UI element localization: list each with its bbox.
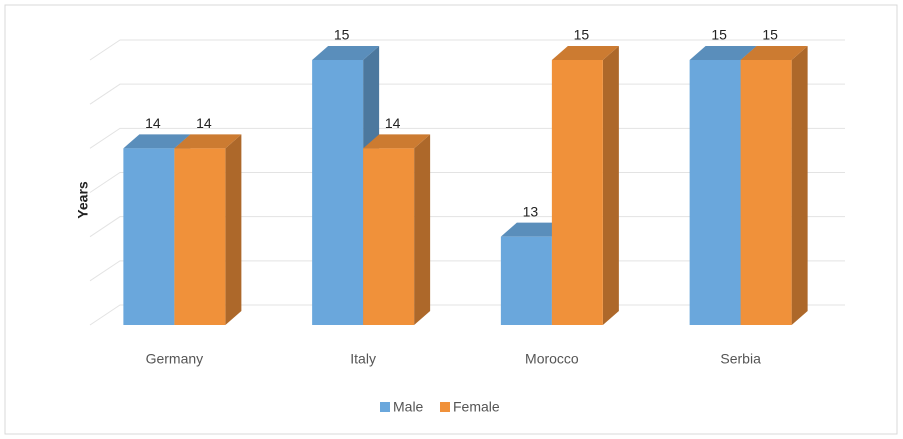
- data-label: 15: [574, 27, 590, 43]
- bar: [740, 60, 792, 325]
- data-label: 15: [334, 27, 350, 43]
- legend-swatch: [440, 402, 450, 412]
- bar-top: [363, 134, 431, 149]
- bar-top: [500, 222, 568, 237]
- bar: [123, 148, 175, 325]
- data-label: 14: [145, 115, 161, 131]
- bar: [363, 148, 415, 325]
- bar-side: [602, 46, 619, 325]
- x-tick-label: Serbia: [720, 351, 761, 367]
- legend-swatch: [380, 402, 390, 412]
- y-axis-title: Years: [75, 181, 91, 219]
- bar: [689, 60, 741, 325]
- bar-side: [791, 46, 808, 325]
- data-label: 14: [385, 115, 401, 131]
- bar: [551, 60, 603, 325]
- bar-side: [225, 134, 242, 325]
- legend-label: Male: [393, 399, 424, 415]
- bar: [312, 60, 364, 325]
- bar-top: [740, 46, 808, 60]
- legend-label: Female: [453, 399, 500, 415]
- bar-top: [312, 46, 380, 60]
- bar-top: [689, 46, 757, 60]
- data-label: 15: [711, 27, 727, 43]
- bar: [500, 236, 552, 325]
- bar-top: [123, 134, 191, 149]
- x-tick-label: Germany: [146, 351, 204, 367]
- data-label: 13: [523, 203, 539, 219]
- x-tick-label: Morocco: [525, 351, 579, 367]
- bar-side: [414, 134, 431, 325]
- bar: [174, 148, 226, 325]
- data-label: 15: [762, 27, 778, 43]
- grid-line: [89, 39, 845, 61]
- x-tick-label: Italy: [350, 351, 376, 367]
- bar-top: [174, 134, 242, 149]
- bar-top: [551, 46, 619, 60]
- data-label: 14: [196, 115, 212, 131]
